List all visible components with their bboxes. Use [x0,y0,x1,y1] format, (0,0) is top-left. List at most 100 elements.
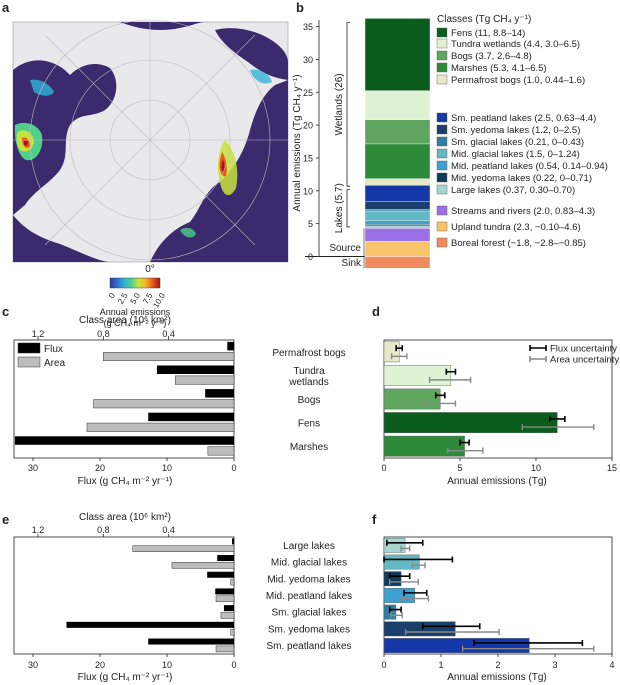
panel-c-legend-swatch-area [17,356,41,368]
colorbar-ramp [109,277,161,289]
panel-b-legend-swatch-marshes [436,62,448,73]
panel-f-xtick-label: 1 [438,660,443,670]
panel-b-ylabel: Annual emissions (Tg CH₄ y⁻¹) [292,74,303,211]
category-labels-lakes: Large lakes Mid. glacial lakes Mid. yedoma… [266,541,352,652]
category-label-bogs: Bogs [298,395,321,406]
panel-b-legend-label-tundra-wetlands: Tundra wetlands (4.4, 3.0–6.5) [451,39,580,50]
panel-b-segment-mid-yedoma-lakes [364,224,431,227]
panel-b-segment-sm-yedoma-lakes [364,201,431,210]
panel-b-label: b [296,0,304,15]
panel-b-segment-streams-and-rivers [364,228,431,242]
panel-c-top-xlabel: Class area (10⁶ km²) [79,315,171,326]
colorbar-tick-1: 2.5 [116,291,130,306]
category-label-tundra-wetlands: Tundra [293,366,325,377]
category-label-marshes: Marshes [290,442,328,453]
panel-b-legend-swatch-permafrost-bogs [436,74,448,85]
panel-b-legend-label-streams-and-rivers: Streams and rivers (2.0, 0.83–4.3) [451,206,595,217]
panel-f-area-errorbar-mid-yedoma-lakes [389,578,419,585]
panel-b-group-label: Lakes (5.7) [334,183,345,233]
category-label-mid-yedoma-lakes: Mid. yedoma lakes [267,574,350,585]
panel-f-label: f [372,512,377,527]
panel-e-top-xlabel: Class area (10⁶ km²) [79,512,171,523]
panel-b-legend-swatch-mid-yedoma-lakes [436,172,448,183]
panel-a-label: a [2,0,10,15]
panel-e-flux-tick-label: 30 [28,660,38,670]
category-label-large-lakes: Large lakes [283,541,335,552]
panel-d-bar-tundra-wetlands [383,365,452,386]
panel-d-area-errorbar-tundra-wetlands [428,376,472,383]
panel-f-bar-sm-peatland-lakes [383,638,530,653]
panel-e-label: e [2,512,9,527]
panel-c-area-bar-tundra-wetlands [174,375,235,385]
panel-b-segment-boreal-forest [364,256,431,269]
panel-c-frame [13,339,235,459]
panel-c-flux-bar-fens [148,412,234,422]
panel-b-legend-label-mid-glacial-lakes: Mid. glacial lakes (1.5, 0–1.24) [451,149,580,160]
panel-b-source-label: Source [329,243,361,254]
panel-b-segment-sm-peatland-lakes [364,185,431,202]
category-label-sm-yedoma-lakes: Sm. yedoma lakes [268,624,350,635]
panel-b-legend-label-large-lakes: Large lakes (0.37, 0.30–0.70) [451,185,575,196]
panel-c-flux-bar-permafrost-bogs [227,341,234,351]
category-label-mid-glacial-lakes: Mid. glacial lakes [271,558,347,569]
panel-f-area-errorbar-mid-glacial-lakes [411,562,426,569]
panel-b-segment-fens [364,18,431,91]
panel-d-xtick-label: 5 [457,463,462,473]
category-label-sm-glacial-lakes: Sm. glacial lakes [271,608,346,619]
panel-e-area-bar-mid-glacial-lakes [171,562,235,569]
panel-c-flux-bar-tundra-wetlands [156,365,234,374]
panel-b-ytick-label: 5 [308,219,313,229]
map-landmass [13,22,288,262]
panel-f-chart: 0 1 2 3 4 [381,536,615,670]
panel-f-xtick-label: 0 [381,660,386,670]
panel-d-area-errorbar-permafrost-bogs [390,353,408,360]
colorbar-title-line1: Annual emissions [100,307,171,317]
panel-c-legend-swatch-flux [17,342,41,354]
panel-b-ytick-label: 15 [303,153,313,163]
panel-b-sink-label: Sink [342,258,362,269]
category-label-fens: Fens [298,419,320,430]
panel-c-flux-tick-label: 30 [28,463,38,473]
panel-d-legend-marker-flux-uncertainty [529,345,547,351]
panel-e-flux-bar-large-lakes [231,538,234,545]
panel-b-legend-swatch-tundra-wetlands [436,38,448,49]
panel-f-bar-mid-peatland-lakes [383,588,415,603]
panel-f-flux-errorbar-mid-peatland-lakes [403,589,428,596]
panel-b-ytick-label: 35 [303,22,313,32]
panel-f-frame [383,536,613,655]
panel-e-xlabel: Flux (g CH₄ m⁻² yr⁻¹) [78,672,173,683]
colorbar-tick-2: 5.0 [129,291,143,306]
panel-c-flux-tick-label: 20 [95,463,105,473]
panel-b-segment-tundra-wetlands [364,90,431,120]
map-graticule [13,19,288,262]
panel-e-flux-tick-label: 0 [231,660,236,670]
panel-b-legend-swatch-upland-tundra [436,221,448,232]
panel-e-flux-tick-label: 10 [162,660,172,670]
panel-b-segment-permafrost-bogs [364,178,431,186]
panel-f-bar-mid-yedoma-lakes [383,571,402,587]
panel-b-group-bracket [346,22,350,187]
category-label-sm-peatland-lakes: Sm. peatland lakes [266,641,351,652]
panel-c-area-tick-label: 0.4 [162,329,175,339]
panel-d-legend-label-flux-uncertainty: Flux uncertainty [550,344,617,355]
panel-c-area-bar-permafrost-bogs [103,352,235,362]
panel-b-chart: 05101520253035Wetlands (26)Lakes (5.7)Fe… [303,18,608,269]
category-label-tundra-wetlands: wetlands [288,377,328,388]
panel-b-legend-label-boreal-forest: Boreal forest (−1.8, −2.8–−0.85) [451,238,586,249]
panel-c-area-bar-bogs [93,399,235,409]
panel-b-legend-swatch-streams-and-rivers [436,205,448,216]
panel-e-chart: 0 10 20 30 1.2 0.8 0.4 [13,525,237,670]
panel-b-legend-label-bogs: Bogs (3.7, 2.6–4.8) [451,51,532,62]
panel-b-group-lakes-5-7: Lakes (5.7) [334,183,350,233]
panel-e-flux-bar-sm-yedoma-lakes [66,621,234,628]
panel-b-ytick-label: 10 [303,186,313,196]
panel-e-flux-bar-mid-peatland-lakes [215,588,234,595]
panel-b-ytick-label: 25 [303,88,313,98]
panel-e-flux-bar-sm-glacial-lakes [223,605,234,612]
panel-b-segment-upland-tundra [364,241,431,257]
panel-e-area-bar-sm-peatland-lakes [215,645,235,653]
panel-d-area-errorbar-bogs [422,400,457,407]
